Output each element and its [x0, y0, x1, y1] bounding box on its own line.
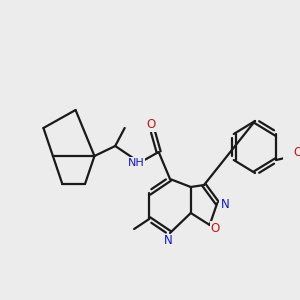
Text: N: N [220, 197, 229, 211]
Text: O: O [293, 146, 300, 160]
Text: NH: NH [128, 158, 144, 168]
Text: O: O [146, 118, 156, 131]
Text: N: N [164, 235, 172, 248]
Text: O: O [211, 221, 220, 235]
